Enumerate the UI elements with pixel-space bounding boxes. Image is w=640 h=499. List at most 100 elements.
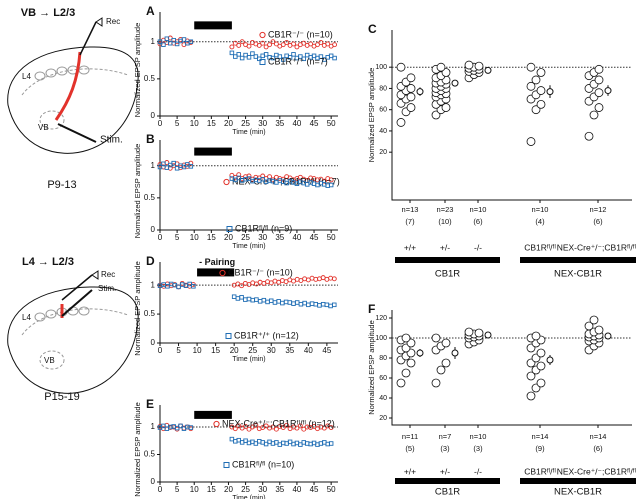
data-point	[332, 55, 337, 61]
y-tick-label: 0.5	[144, 309, 156, 318]
data-point	[272, 300, 278, 305]
x-tick-label: 45	[310, 485, 319, 494]
data-point	[526, 62, 536, 72]
animal-label: (5)	[405, 444, 415, 453]
layer-boundary	[21, 308, 129, 336]
data-point	[536, 361, 546, 371]
x-tick-label: CB1Rᶠˡ/ᶠˡ	[524, 242, 556, 252]
y-tick-label: 0.5	[144, 74, 156, 83]
animal-label: (3)	[473, 444, 483, 453]
data-point	[320, 301, 326, 307]
legend-label: CB1R⁻/⁻ (n=10)	[228, 267, 293, 277]
data-point	[406, 73, 416, 83]
diagram-vb: VB → L2/3 Rec L4 VB Stim. P9-13	[7, 7, 139, 191]
data-point	[297, 423, 303, 429]
legend-marker	[223, 178, 230, 186]
data-point	[261, 297, 267, 303]
data-point	[441, 338, 451, 348]
data-point	[536, 99, 546, 109]
x-tick-label: 20	[224, 233, 233, 242]
data-point	[526, 371, 536, 381]
group-label: CB1R	[435, 269, 460, 280]
data-point	[229, 50, 235, 56]
data-point	[536, 86, 546, 95]
x-tick-label: 45	[310, 233, 319, 242]
y-tick-label: 100	[375, 64, 387, 71]
x-tick-label: CB1Rᶠˡ/ᶠˡ	[524, 466, 556, 476]
data-point	[594, 75, 604, 85]
x-tick-label: 35	[275, 119, 284, 128]
mean-marker	[604, 87, 612, 95]
data-point	[594, 103, 604, 112]
animal-label: (9)	[535, 444, 545, 453]
x-tick-label: 35	[285, 346, 294, 355]
data-point	[235, 296, 241, 301]
data-point	[270, 39, 276, 45]
group-label: CB1R	[435, 487, 460, 498]
n-label: n=14	[590, 432, 607, 441]
data-point	[526, 137, 536, 146]
data-point	[396, 118, 406, 127]
data-point	[431, 378, 441, 388]
data-point	[474, 61, 484, 71]
x-tick-label: 10	[193, 346, 202, 355]
data-point	[284, 40, 290, 45]
group-bar	[395, 478, 500, 484]
data-point	[256, 42, 262, 48]
data-point	[401, 333, 411, 343]
data-point	[276, 299, 281, 304]
axis	[391, 310, 632, 426]
legend-marker	[259, 59, 266, 65]
rec-arrow	[95, 17, 103, 27]
diagram-label: Rec	[101, 270, 115, 279]
group-label: NEX-CB1R	[554, 487, 602, 498]
animal-label: (6)	[593, 217, 603, 226]
x-tick-label: 30	[258, 233, 267, 242]
data-point	[584, 131, 594, 141]
mean-marker	[546, 88, 554, 96]
x-tick-label: 5	[175, 485, 180, 494]
data-point	[308, 41, 314, 47]
data-point	[273, 41, 279, 47]
x-tick-label: 50	[327, 119, 336, 128]
data-point	[265, 299, 270, 305]
x-tick-label: 0	[158, 119, 163, 128]
panel-letter: F	[368, 302, 375, 316]
data-point	[332, 42, 338, 48]
mean-marker	[604, 332, 612, 340]
data-point	[294, 300, 300, 305]
data-point	[464, 60, 474, 70]
x-tick-label: 15	[207, 233, 216, 242]
mean-marker	[546, 356, 554, 364]
data-point	[436, 365, 446, 375]
y-tick-label: 1	[151, 161, 156, 170]
y-tick-label: 1	[151, 37, 156, 46]
data-point	[236, 172, 242, 178]
y-axis-title: Normalized EPSP amplitude	[133, 402, 142, 497]
y-tick-label: 100	[375, 335, 387, 342]
data-point	[270, 55, 276, 61]
x-tick-label: 30	[267, 346, 276, 355]
y-axis-title: Normalized EPSP amplitude	[133, 261, 142, 356]
data-point	[436, 62, 446, 72]
axis	[159, 405, 338, 483]
panel-letter: E	[146, 397, 154, 411]
y-tick-label: 60	[379, 375, 387, 382]
data-point	[161, 161, 166, 167]
legend-label: CB1R⁻/⁻ (n=10)	[268, 29, 333, 39]
data-point	[188, 164, 194, 169]
y-tick-label: 0	[151, 111, 156, 120]
group-bar	[520, 257, 636, 263]
pairing-bar	[197, 268, 235, 277]
data-point	[396, 378, 406, 388]
slice-outline	[7, 46, 139, 154]
n-label: n=7	[439, 432, 452, 441]
data-point	[536, 348, 546, 358]
data-point	[267, 42, 272, 48]
data-point	[294, 44, 300, 50]
mean-marker	[451, 349, 459, 357]
data-point	[309, 301, 315, 306]
x-axis-title: Time (min)	[232, 356, 265, 363]
data-point	[273, 426, 279, 432]
thalamocortical-axon	[54, 51, 82, 121]
